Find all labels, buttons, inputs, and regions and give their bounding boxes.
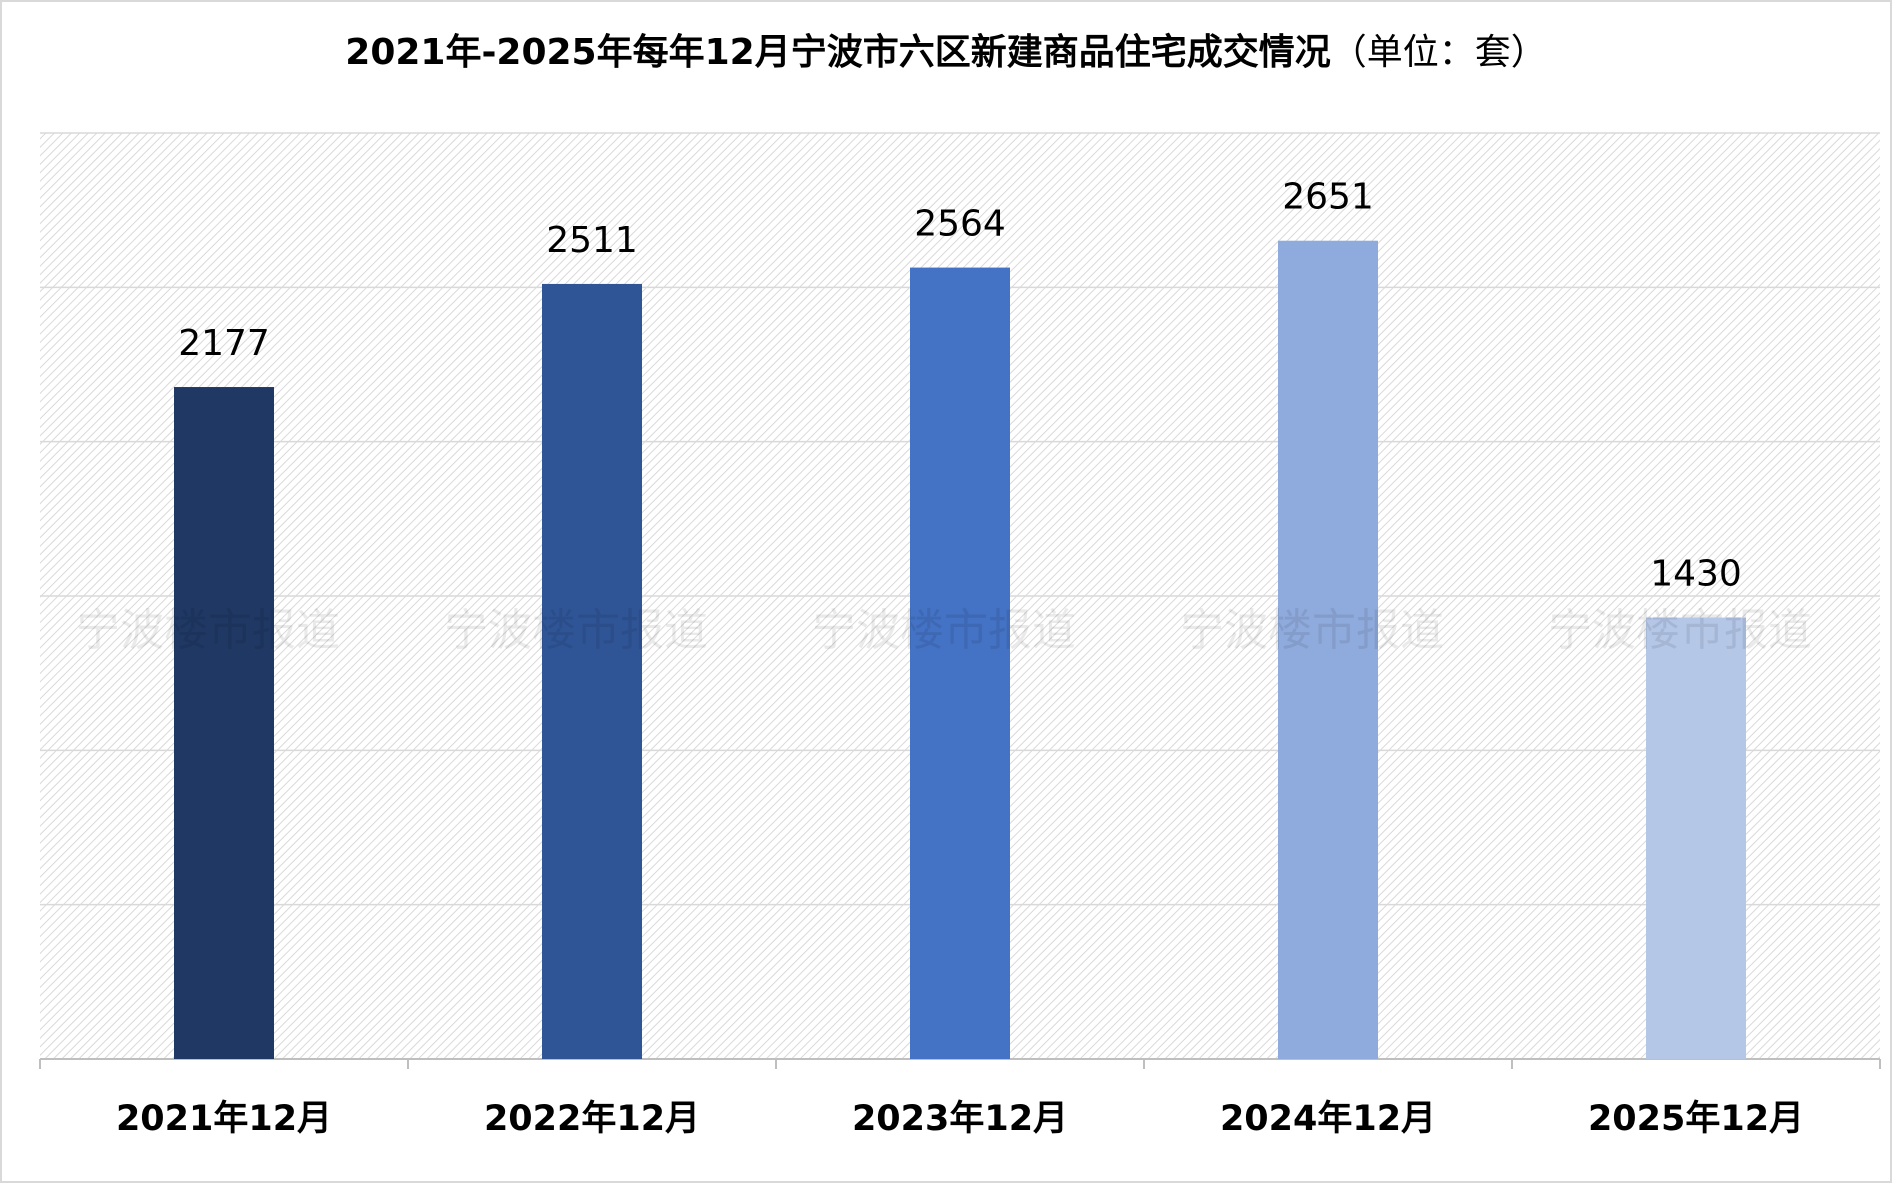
data-label: 2511	[546, 220, 638, 261]
watermark: 宁波楼市报道	[76, 605, 340, 656]
watermark: 宁波楼市报道	[1548, 605, 1812, 656]
x-tick-label: 2021年12月	[116, 1099, 332, 1139]
x-tick-label: 2023年12月	[852, 1099, 1068, 1139]
x-tick-label: 2025年12月	[1588, 1099, 1804, 1139]
data-label: 1430	[1650, 554, 1742, 595]
data-label: 2177	[178, 323, 270, 364]
bar	[1278, 240, 1378, 1059]
bar	[174, 387, 274, 1059]
watermark: 宁波楼市报道	[812, 605, 1076, 656]
watermark: 宁波楼市报道	[1180, 605, 1444, 656]
bar	[542, 283, 642, 1059]
x-tick-label: 2024年12月	[1220, 1099, 1436, 1139]
x-tick-label: 2022年12月	[484, 1099, 700, 1139]
title-main: 2021年-2025年每年12月宁波市六区新建商品住宅成交情况	[345, 31, 1330, 73]
bar	[910, 267, 1010, 1059]
chart-title: 2021年-2025年每年12月宁波市六区新建商品住宅成交情况（单位：套）	[345, 31, 1546, 73]
title-unit: （单位：套）	[1331, 32, 1547, 73]
data-label: 2651	[1282, 177, 1374, 218]
data-label: 2564	[914, 204, 1006, 245]
watermark: 宁波楼市报道	[444, 605, 708, 656]
bar	[1646, 617, 1746, 1059]
